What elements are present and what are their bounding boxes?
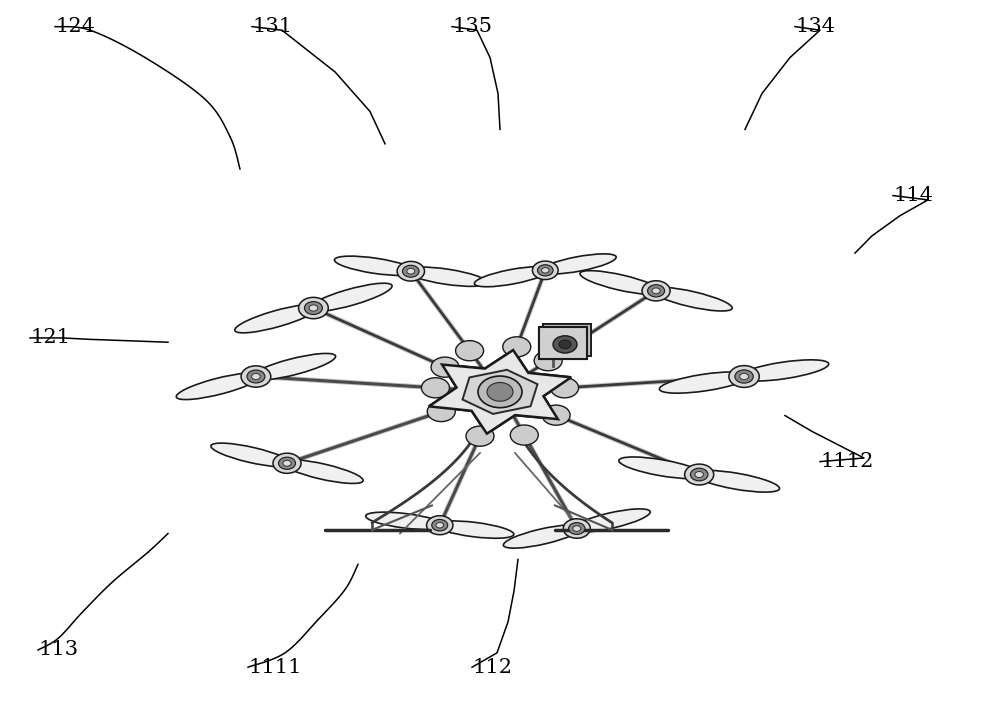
Ellipse shape: [694, 470, 780, 492]
Text: 1112: 1112: [820, 452, 873, 471]
Ellipse shape: [435, 521, 514, 539]
Circle shape: [252, 373, 260, 380]
Circle shape: [695, 472, 703, 477]
Ellipse shape: [503, 525, 582, 548]
Ellipse shape: [176, 373, 261, 400]
Ellipse shape: [580, 270, 661, 294]
Circle shape: [427, 401, 455, 421]
Bar: [539, 327, 587, 359]
Circle shape: [279, 457, 296, 470]
Ellipse shape: [251, 354, 336, 380]
Circle shape: [456, 341, 484, 361]
Ellipse shape: [572, 509, 650, 532]
Circle shape: [685, 464, 714, 485]
Ellipse shape: [474, 267, 550, 287]
Circle shape: [403, 265, 419, 278]
Bar: [543, 324, 591, 356]
Circle shape: [283, 460, 291, 466]
Ellipse shape: [739, 360, 829, 381]
Circle shape: [542, 405, 570, 425]
Circle shape: [559, 340, 571, 349]
Text: 114: 114: [893, 186, 933, 205]
Circle shape: [478, 376, 522, 408]
Text: 121: 121: [30, 329, 70, 347]
Ellipse shape: [211, 443, 292, 467]
Circle shape: [309, 305, 318, 311]
Polygon shape: [429, 350, 571, 434]
Polygon shape: [463, 370, 537, 414]
Circle shape: [241, 366, 271, 387]
Text: 124: 124: [55, 17, 95, 36]
Circle shape: [397, 262, 424, 281]
Circle shape: [559, 340, 571, 349]
Circle shape: [247, 370, 265, 383]
Circle shape: [735, 370, 753, 383]
Circle shape: [478, 376, 522, 408]
Circle shape: [503, 336, 531, 357]
Circle shape: [729, 365, 759, 388]
Circle shape: [466, 426, 494, 446]
Circle shape: [690, 468, 708, 481]
Circle shape: [553, 336, 577, 353]
Circle shape: [551, 377, 579, 398]
Ellipse shape: [619, 457, 704, 479]
Circle shape: [532, 261, 558, 280]
Circle shape: [432, 519, 448, 531]
Circle shape: [431, 357, 459, 377]
Text: 131: 131: [252, 17, 292, 36]
Ellipse shape: [406, 267, 487, 286]
Circle shape: [652, 288, 660, 294]
Polygon shape: [429, 350, 571, 434]
Circle shape: [273, 453, 301, 473]
Ellipse shape: [235, 305, 319, 333]
Bar: [543, 324, 591, 356]
Circle shape: [534, 351, 562, 371]
Circle shape: [563, 519, 590, 539]
Ellipse shape: [282, 459, 363, 483]
Text: 1111: 1111: [248, 658, 302, 677]
Ellipse shape: [366, 512, 445, 529]
Circle shape: [542, 267, 549, 273]
Text: 112: 112: [472, 658, 512, 677]
Circle shape: [537, 265, 553, 276]
Text: 135: 135: [452, 17, 492, 36]
Circle shape: [487, 383, 513, 401]
Text: 134: 134: [795, 17, 835, 36]
Polygon shape: [463, 370, 537, 414]
Circle shape: [421, 377, 449, 398]
Ellipse shape: [659, 372, 750, 393]
Circle shape: [569, 523, 585, 534]
Circle shape: [642, 280, 670, 301]
Circle shape: [436, 523, 444, 528]
Circle shape: [407, 268, 415, 274]
Circle shape: [427, 516, 453, 535]
Circle shape: [487, 383, 513, 401]
Circle shape: [510, 425, 538, 445]
Circle shape: [740, 373, 748, 380]
Circle shape: [553, 336, 577, 353]
Circle shape: [648, 285, 665, 297]
Text: 113: 113: [38, 641, 78, 659]
Circle shape: [304, 301, 322, 314]
Ellipse shape: [308, 283, 392, 311]
Ellipse shape: [651, 288, 732, 311]
Bar: [539, 327, 587, 359]
Ellipse shape: [334, 256, 416, 275]
Ellipse shape: [541, 254, 616, 274]
Circle shape: [573, 526, 581, 531]
Circle shape: [299, 298, 328, 319]
